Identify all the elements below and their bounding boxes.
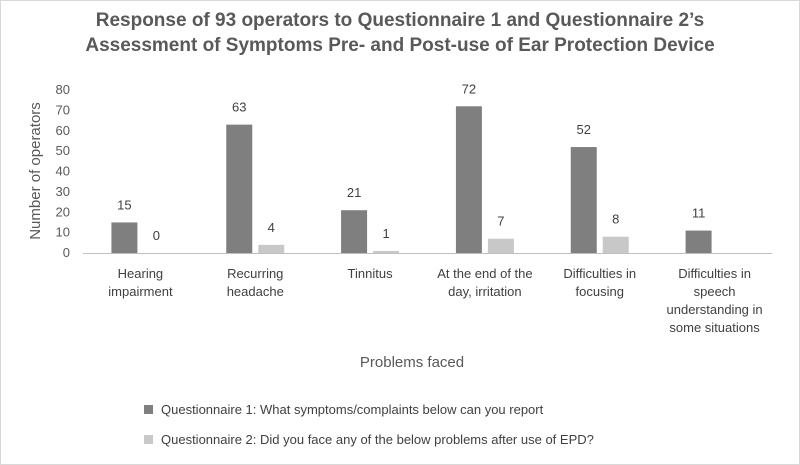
bar-series-2-5 <box>602 236 629 253</box>
data-label-series-2-5: 8 <box>612 212 619 227</box>
legend-swatch-1 <box>144 405 153 414</box>
x-tick-label-2: headache <box>227 284 284 299</box>
bar-series-1-5 <box>570 147 597 253</box>
data-label-series-2-4: 7 <box>497 214 504 229</box>
bar-series-1-1 <box>111 222 138 253</box>
y-tick-label: 60 <box>56 123 70 138</box>
x-tick-label-4: At the end of the <box>437 266 532 281</box>
x-tick-label-5: focusing <box>576 284 624 299</box>
x-tick-label-6: speech <box>694 284 736 299</box>
legend-label-1: Questionnaire 1: What symptoms/complaint… <box>161 402 544 417</box>
chart-title-line-2: Assessment of Symptoms Pre- and Post-use… <box>85 35 715 56</box>
x-tick-label-6: understanding in <box>667 302 763 317</box>
data-label-series-1-3: 21 <box>347 185 361 200</box>
x-tick-label-2: Recurring <box>227 266 283 281</box>
bar-series-1-4 <box>455 106 482 253</box>
data-label-series-1-6: 11 <box>692 206 706 221</box>
data-label-series-1-2: 63 <box>232 100 246 115</box>
x-tick-label-3: Tinnitus <box>348 266 394 281</box>
y-tick-label: 40 <box>56 164 70 179</box>
bar-series-1-2 <box>226 124 253 253</box>
data-label-series-2-3: 1 <box>382 226 389 241</box>
y-tick-label: 0 <box>63 245 70 260</box>
x-tick-label-6: Difficulties in <box>678 266 751 281</box>
bar-series-1-6 <box>685 230 712 253</box>
y-axis-title: Number of operators <box>27 102 44 240</box>
x-tick-label-6: some situations <box>669 320 760 335</box>
bar-series-2-3 <box>373 250 400 253</box>
data-label-series-1-4: 72 <box>462 81 476 96</box>
bar-series-2-4 <box>487 238 514 253</box>
data-label-series-2-2: 4 <box>268 220 275 235</box>
x-tick-label-1: impairment <box>108 284 173 299</box>
data-label-series-1-5: 52 <box>577 122 591 137</box>
chart-title-line-1: Response of 93 operators to Questionnair… <box>95 10 705 31</box>
legend-label-2: Questionnaire 2: Did you face any of the… <box>161 432 594 447</box>
x-tick-label-1: Hearing <box>118 266 164 281</box>
y-tick-label: 10 <box>56 225 70 240</box>
y-tick-label: 50 <box>56 143 70 158</box>
y-tick-label: 30 <box>56 184 70 199</box>
x-tick-label-4: day, irritation <box>448 284 521 299</box>
y-tick-label: 80 <box>56 82 70 97</box>
x-axis-title: Problems faced <box>360 354 464 371</box>
bar-series-2-2 <box>258 244 285 253</box>
y-tick-label: 20 <box>56 204 70 219</box>
legend-item-2: Questionnaire 2: Did you face any of the… <box>144 432 594 447</box>
bar-series-1-3 <box>341 210 368 253</box>
x-tick-label-5: Difficulties in <box>563 266 636 281</box>
legend-item-1: Questionnaire 1: What symptoms/complaint… <box>144 402 543 417</box>
legend-swatch-2 <box>144 435 153 444</box>
data-label-series-2-1: 0 <box>153 228 160 243</box>
y-tick-label: 70 <box>56 102 70 117</box>
chart-title: Response of 93 operators to Questionnair… <box>0 8 800 58</box>
data-label-series-1-1: 15 <box>117 197 131 212</box>
